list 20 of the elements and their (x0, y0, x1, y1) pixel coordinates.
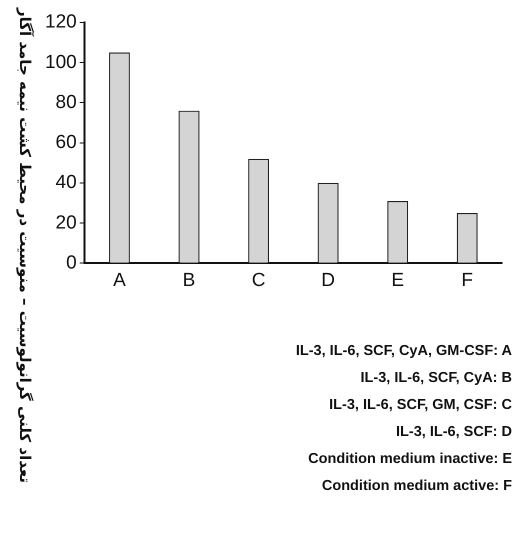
x-tick-label: A (113, 270, 126, 291)
x-tick-label: C (252, 270, 266, 291)
x-tick-label: E (391, 270, 404, 291)
y-tick-label: 60 (56, 132, 77, 154)
y-tick-label: 100 (45, 52, 77, 73)
y-tick-label: 120 (45, 12, 77, 33)
x-tick-label: B (182, 270, 196, 291)
y-tick-label: 20 (56, 212, 77, 234)
y-tick-label: 80 (56, 92, 77, 113)
text: IL-3, IL-6, SCF, CyA, GM-CSF: A (294, 342, 512, 361)
text: IL-3, IL-6, SCF, GM, CSF: C (328, 396, 512, 415)
x-tick-label: F (461, 270, 474, 291)
x-tick-label: D (321, 270, 335, 291)
text: Condition medium inactive: E (307, 450, 512, 469)
y-axis-title: تعداد کلنی گرانولوسیت – منوسیت در محیط کشت نیمه جامد آگار (16, 8, 34, 485)
y-tick-label: 0 (66, 252, 77, 274)
text: Condition medium active: F (320, 477, 512, 496)
text: IL-3, IL-6, SCF: D (395, 423, 512, 442)
text: IL-3, IL-6, SCF, CyA: B (360, 369, 512, 388)
y-tick-label: 40 (56, 172, 77, 194)
